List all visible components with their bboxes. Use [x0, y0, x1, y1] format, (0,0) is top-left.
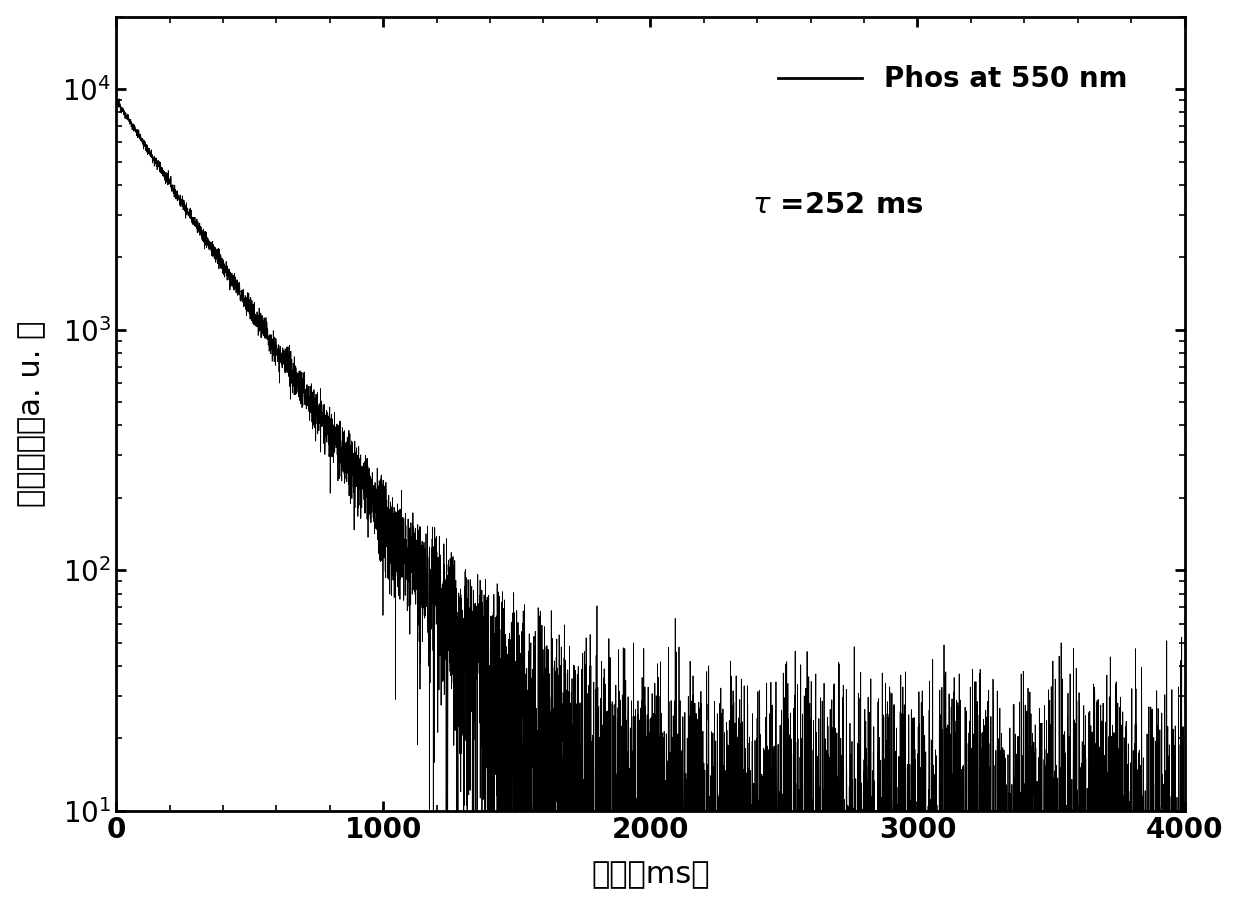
- Legend: Phos at 550 nm: Phos at 550 nm: [768, 54, 1138, 104]
- X-axis label: 时间（ms）: 时间（ms）: [591, 861, 709, 890]
- Text: $\tau$ =252 ms: $\tau$ =252 ms: [751, 191, 924, 219]
- Y-axis label: 磷光强度（a. u. ）: 磷光强度（a. u. ）: [16, 321, 46, 507]
